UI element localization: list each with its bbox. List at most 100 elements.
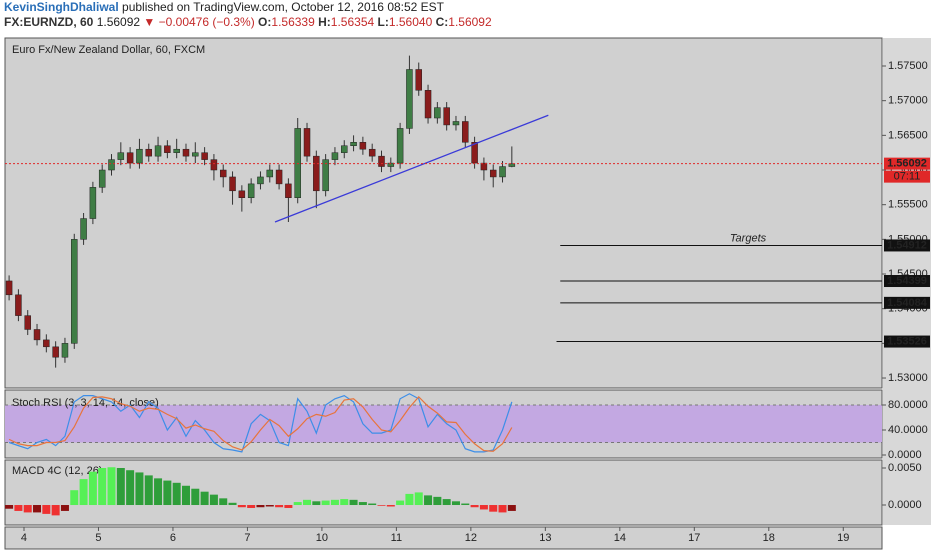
candle-body: [480, 162, 488, 171]
macd-bar: [98, 467, 107, 506]
macd-bar: [507, 505, 516, 511]
candle-body: [126, 152, 134, 164]
candle-body: [71, 239, 78, 344]
macd-bar: [107, 467, 116, 506]
x-tick-label: 5: [95, 532, 101, 544]
ohlc-value: 1.56040: [388, 15, 433, 29]
candle-body: [117, 152, 125, 160]
panel-title: Stoch RSI (3, 3, 14, 14, close): [12, 397, 159, 409]
macd-bar: [321, 500, 330, 506]
candle-body: [229, 176, 236, 192]
candle-body: [52, 346, 59, 358]
macd-bar: [51, 505, 60, 516]
ohlc-value: 1.56339: [271, 15, 315, 29]
published: published on TradingView.com, October 12…: [122, 0, 445, 14]
candle-body: [192, 152, 199, 157]
candle-body: [443, 107, 450, 126]
last: 1.56092: [96, 15, 141, 29]
change: ▼ −0.00476 (−0.3%): [143, 15, 255, 29]
candle-body: [434, 107, 441, 119]
macd-bar: [256, 505, 265, 508]
target-tag-box: [884, 335, 930, 348]
macd-bar: [368, 503, 377, 506]
macd-bar: [377, 505, 386, 506]
ohlc-value: 1.56354: [330, 15, 375, 29]
ohlc-label: H:: [318, 15, 331, 29]
x-tick-label: 18: [763, 532, 775, 544]
macd-bar: [265, 505, 274, 507]
candle-body: [313, 155, 320, 192]
macd-bar: [181, 485, 190, 506]
y-tick-label: 1.53000: [888, 372, 928, 384]
macd-bar: [275, 505, 284, 508]
x-tick-label: 14: [614, 532, 626, 544]
candle-body: [247, 183, 255, 198]
macd-bar: [293, 502, 302, 506]
ohlc-label: L:: [377, 15, 389, 29]
trendline: [274, 114, 549, 223]
macd-bar: [498, 505, 507, 513]
time-axis: [4, 526, 883, 550]
candle-body: [43, 339, 50, 348]
countdown: 07:11: [894, 171, 921, 183]
x-tick-label: 10: [316, 532, 328, 544]
macd-bar: [247, 505, 256, 508]
candle-body: [136, 148, 143, 164]
current-price-tag: 1.56092: [887, 158, 927, 170]
candle-body: [452, 121, 460, 126]
macd-bar: [228, 502, 237, 506]
macd-bar: [386, 505, 395, 507]
candle-body: [294, 128, 301, 198]
author[interactable]: KevinSinghDhaliwal: [4, 0, 119, 14]
macd-bar: [312, 501, 321, 506]
quote-line: FX:EURNZD, 60 1.56092 ▼ −0.00476 (−0.3%)…: [4, 15, 492, 30]
publish-line: KevinSinghDhaliwal published on TradingV…: [4, 0, 492, 15]
macd-bar: [154, 478, 163, 506]
y-tick-label: 1.55500: [888, 199, 928, 211]
macd-bar: [79, 479, 88, 506]
target-tag: 1.54399: [887, 275, 927, 287]
candle-body: [415, 69, 422, 91]
macd-bar: [126, 470, 135, 506]
y-tick-label: 1.56500: [888, 129, 928, 141]
macd-bar: [144, 475, 153, 506]
macd-bar: [349, 499, 358, 506]
candle-body: [266, 169, 274, 178]
macd-bar: [284, 505, 293, 508]
x-tick-label: 12: [465, 532, 477, 544]
candle-body: [5, 280, 13, 296]
x-tick-label: 17: [688, 532, 700, 544]
macd-bar: [219, 498, 228, 506]
stoch-line: [8, 393, 513, 453]
candle-body: [489, 169, 497, 178]
x-tick-label: 13: [539, 532, 551, 544]
candle-body: [108, 159, 115, 171]
panel-title: Euro Fx/New Zealand Dollar, 60, FXCM: [12, 44, 205, 56]
candle-body: [154, 145, 162, 157]
macd-bar: [424, 495, 433, 506]
x-tick-label: 4: [21, 532, 27, 544]
macd-bar: [200, 491, 209, 506]
target-tag: 1.54084: [887, 297, 928, 309]
macd-bar: [451, 501, 460, 506]
symbol: FX:EURNZD, 60: [4, 15, 94, 29]
macd-bar: [303, 499, 312, 506]
macd-bar: [442, 499, 451, 506]
targets-label: Targets: [730, 232, 767, 244]
stoch-line: [8, 395, 513, 452]
macd-bar: [172, 482, 181, 506]
ohlc-value: 1.56092: [448, 15, 492, 29]
x-tick-label: 6: [170, 532, 176, 544]
candle-body: [331, 152, 339, 160]
macd-bar: [14, 505, 23, 511]
macd-bar: [60, 505, 69, 511]
macd-bar: [23, 505, 32, 513]
candle-body: [80, 218, 87, 240]
y-tick-label: 0.0000: [888, 499, 922, 511]
macd-bar: [461, 503, 470, 506]
candle-body: [164, 145, 171, 153]
candle-body: [182, 148, 190, 157]
candle-body: [424, 90, 432, 119]
macd-bar: [489, 505, 498, 512]
